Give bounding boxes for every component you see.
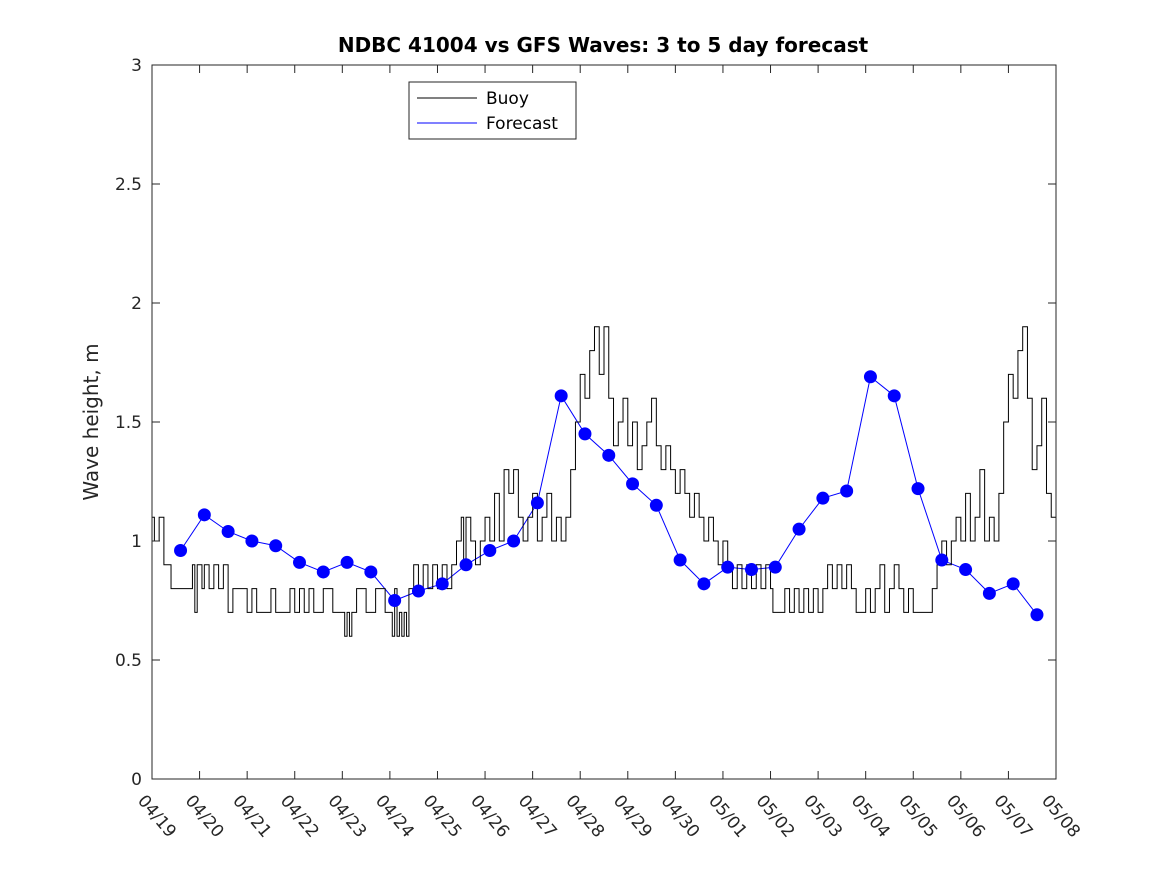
forecast-markers [174, 370, 1044, 622]
y-tick-label: 0.5 [115, 651, 142, 671]
forecast-point [840, 484, 854, 498]
forecast-point [530, 496, 544, 510]
forecast-point [364, 565, 378, 579]
forecast-point [507, 534, 521, 548]
forecast-point [744, 563, 758, 577]
y-tick-label: 1.5 [115, 413, 142, 433]
forecast-point [649, 498, 663, 512]
forecast-point [292, 555, 306, 569]
buoy-line [152, 326, 1057, 637]
forecast-point [887, 389, 901, 403]
legend-forecast-label: Forecast [486, 114, 558, 134]
forecast-point [768, 560, 782, 574]
forecast-point [221, 524, 235, 538]
legend: Buoy Forecast [408, 81, 577, 140]
forecast-point [911, 482, 925, 496]
y-axis-label: Wave height, m [79, 343, 103, 500]
forecast-point [602, 448, 616, 462]
y-tick-label: 3 [131, 56, 142, 76]
forecast-point [411, 584, 425, 598]
forecast-point [982, 586, 996, 600]
forecast-point [626, 477, 640, 491]
forecast-point [388, 594, 402, 607]
legend-box [408, 81, 577, 140]
forecast-point [459, 558, 473, 572]
forecast-point [697, 577, 711, 591]
buoy-series-path [152, 326, 1057, 637]
forecast-point [1006, 577, 1020, 591]
forecast-point [816, 491, 830, 505]
y-axis-ticks: 0 0.5 1 1.5 2 2.5 3 [115, 56, 1056, 790]
forecast-point [1030, 608, 1044, 622]
forecast-point [435, 577, 449, 591]
forecast-point [340, 555, 354, 569]
y-tick-label: 2.5 [115, 175, 142, 195]
forecast-point [863, 370, 877, 384]
forecast-point [245, 534, 259, 548]
chart-title: NDBC 41004 vs GFS Waves: 3 to 5 day fore… [338, 33, 869, 57]
forecast-point [483, 544, 497, 558]
plot-area [151, 64, 1057, 780]
y-tick-label: 0 [131, 770, 142, 790]
forecast-point [554, 389, 568, 403]
axes-background [152, 65, 1056, 779]
forecast-point [792, 522, 806, 536]
legend-buoy-label: Buoy [486, 89, 529, 109]
forecast-point [673, 553, 687, 567]
forecast-point [316, 565, 330, 579]
y-tick-label: 2 [131, 294, 142, 314]
forecast-point [935, 553, 949, 567]
forecast-point [197, 508, 211, 522]
forecast-point [721, 560, 735, 574]
forecast-point [174, 544, 188, 558]
forecast-point [269, 539, 283, 553]
forecast-point [578, 427, 592, 441]
forecast-point [959, 563, 973, 577]
y-tick-label: 1 [131, 532, 142, 552]
